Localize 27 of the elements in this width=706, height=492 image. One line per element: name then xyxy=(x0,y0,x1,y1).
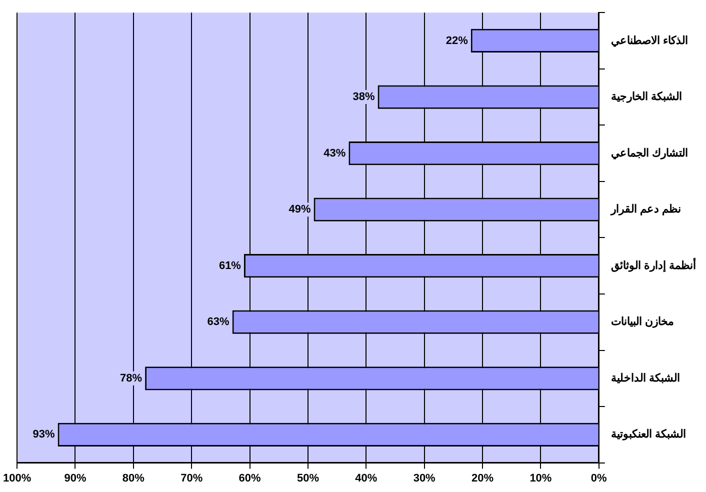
y-tick-label: الشبكة الداخلية xyxy=(610,372,680,384)
data-label: 63% xyxy=(207,316,230,328)
x-tick-label: 50% xyxy=(296,472,320,484)
x-tick-label: 0% xyxy=(590,472,608,484)
data-label: 43% xyxy=(324,147,346,160)
x-tick-label: 90% xyxy=(64,472,86,484)
x-tick-label: 80% xyxy=(122,472,145,484)
y-tick-label: الشبكة العنكبوتية xyxy=(610,428,686,441)
x-tick-label: 30% xyxy=(413,472,436,484)
x-tick-label: 70% xyxy=(180,472,203,484)
y-tick-label: الشبكة الخارجية xyxy=(610,91,682,104)
data-label: 49% xyxy=(288,204,311,216)
y-tick-label: أنظمة إدارة الوثائق xyxy=(610,258,696,273)
y-tick-label: التشارك الجماعي xyxy=(610,147,688,160)
x-tick-label: 100% xyxy=(2,472,32,484)
data-label: 22% xyxy=(446,34,468,47)
data-label: 61% xyxy=(218,260,242,272)
y-tick-label: الذكاء الاصطناعي xyxy=(610,34,688,48)
x-tick-label: 10% xyxy=(530,472,552,484)
data-label: 93% xyxy=(32,428,55,441)
y-tick-label: مخازن البيانات xyxy=(610,316,674,328)
x-tick-label: 40% xyxy=(355,472,378,484)
x-tick-label: 20% xyxy=(472,472,494,484)
data-label: 78% xyxy=(120,372,142,384)
x-tick-label: 60% xyxy=(238,472,262,484)
data-label: 38% xyxy=(352,91,375,104)
y-tick-label: نظم دعم القرار xyxy=(610,204,682,216)
